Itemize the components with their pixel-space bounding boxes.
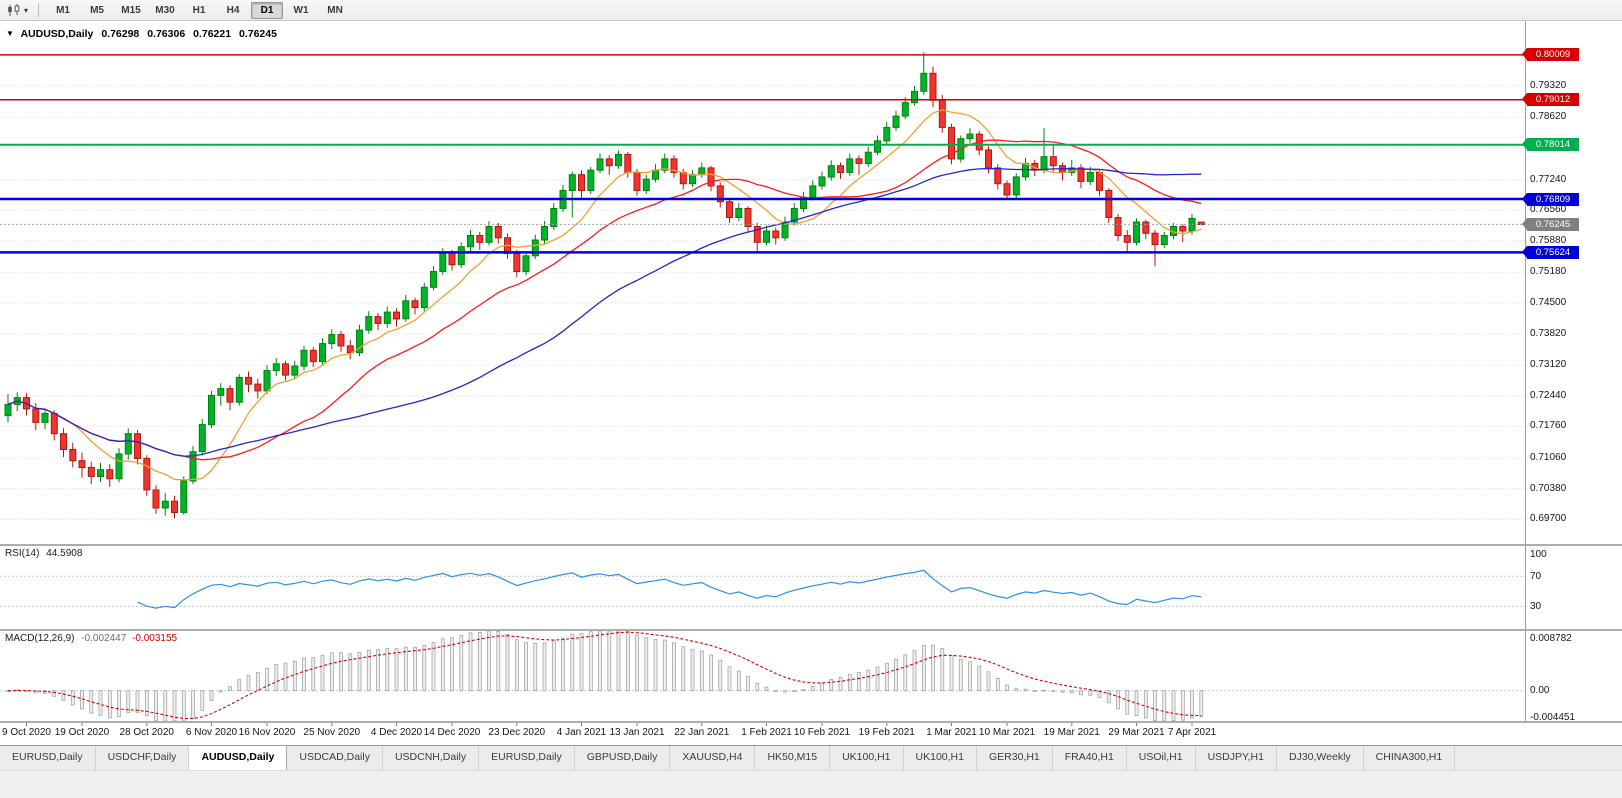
chart-tab-ger30-h1[interactable]: GER30,H1 [976, 746, 1053, 770]
chart-tab-gbpusd-daily[interactable]: GBPUSD,Daily [574, 746, 671, 770]
macd-signal-line [7, 631, 1202, 720]
chart-tab-dj30-weekly[interactable]: DJ30,Weekly [1276, 746, 1364, 770]
candles [4, 52, 1205, 519]
dropdown-caret-icon[interactable]: ▾ [24, 5, 29, 15]
rsi-panel [0, 569, 1525, 609]
chart-tab-hk50-m15[interactable]: HK50,M15 [755, 746, 831, 770]
chart-tabs-bar: EURUSD,Daily USDCHF,Daily AUDUSD,Daily USDC… [0, 745, 1622, 770]
ma-mid-line [7, 139, 1202, 461]
timeframe-button-m30[interactable]: M30 [155, 4, 175, 16]
panel-divider-dates[interactable] [0, 721, 1622, 723]
ma-fast-line [7, 109, 1202, 481]
horizontal-lines [0, 54, 1525, 254]
macd-main-value: -0.002447 [81, 633, 127, 644]
timeframe-button-m15[interactable]: M15 [121, 4, 141, 16]
timeframe-toolbar: ▾ M1 M5 M15 M30 H1 H4 D1 W1 MN [0, 0, 1622, 21]
chart-tab-usoil-h1[interactable]: USOil,H1 [1126, 746, 1196, 770]
price-grid [0, 85, 1525, 520]
chart-tab-audusd-daily[interactable]: AUDUSD,Daily [189, 746, 288, 770]
timeframe-button-m5[interactable]: M5 [90, 4, 104, 16]
panel-divider-rsi[interactable] [0, 544, 1622, 546]
timeframe-button-m1[interactable]: M1 [56, 4, 70, 16]
price-axis-separator [1525, 21, 1526, 722]
timeframe-button-h4[interactable]: H4 [226, 4, 240, 16]
timeframe-button-mn[interactable]: MN [327, 4, 343, 16]
timeframe-buttons: M1 M5 M15 M30 H1 H4 D1 W1 MN [46, 1, 352, 19]
chart-tab-fra40-h1[interactable]: FRA40,H1 [1052, 746, 1127, 770]
chart-tab-uk100-h1[interactable]: UK100,H1 [903, 746, 977, 770]
chart-tab-eurusd-daily[interactable]: EURUSD,Daily [479, 746, 575, 770]
ohlc-close: 0.76245 [238, 28, 277, 40]
chart-tab-xauusd-h4[interactable]: XAUUSD,H4 [670, 746, 756, 770]
chart-tab-china300-h1[interactable]: CHINA300,H1 [1363, 746, 1456, 770]
timeframe-button-d1[interactable]: D1 [251, 1, 284, 19]
chart-tab-usdchf-daily[interactable]: USDCHF,Daily [95, 746, 190, 770]
rsi-line [137, 569, 1202, 609]
symbol-dropdown-icon[interactable]: ▼ [6, 29, 14, 38]
chart-tab-usdcnh-daily[interactable]: USDCNH,Daily [382, 746, 480, 770]
chart-canvas[interactable] [0, 0, 1622, 745]
rsi-value: 44.5908 [46, 548, 83, 559]
macd-panel [0, 630, 1525, 722]
status-bar [0, 770, 1622, 798]
chart-tab-usdcad-daily[interactable]: USDCAD,Daily [287, 746, 383, 770]
chart-type-icon[interactable] [4, 2, 24, 18]
ma-slow-line [7, 167, 1202, 457]
toolbar-separator [38, 3, 40, 17]
timeframe-button-h1[interactable]: H1 [192, 4, 206, 16]
rsi-label: RSI(14) [5, 548, 40, 559]
chart-tab-usdjpy-h1[interactable]: USDJPY,H1 [1195, 746, 1277, 770]
chart-tab-eurusd-daily[interactable]: EURUSD,Daily [0, 746, 96, 770]
chart-tab-uk100-h1[interactable]: UK100,H1 [830, 746, 904, 770]
chart-symbol: AUDUSD,Daily [20, 28, 94, 40]
rsi-header: RSI(14) 44.5908 [5, 548, 82, 559]
chart-ohlc-header: ▼ AUDUSD,Daily 0.76298 0.76306 0.76221 0… [6, 28, 282, 40]
ohlc-high: 0.76306 [147, 28, 186, 40]
panel-divider-macd[interactable] [0, 629, 1622, 631]
ohlc-open: 0.76298 [101, 28, 140, 40]
macd-label: MACD(12,26,9) [5, 633, 75, 644]
timeframe-button-w1[interactable]: W1 [293, 4, 309, 16]
macd-header: MACD(12,26,9) -0.002447 -0.003155 [5, 633, 177, 644]
macd-signal-value: -0.003155 [132, 633, 178, 644]
ohlc-low: 0.76221 [193, 28, 232, 40]
